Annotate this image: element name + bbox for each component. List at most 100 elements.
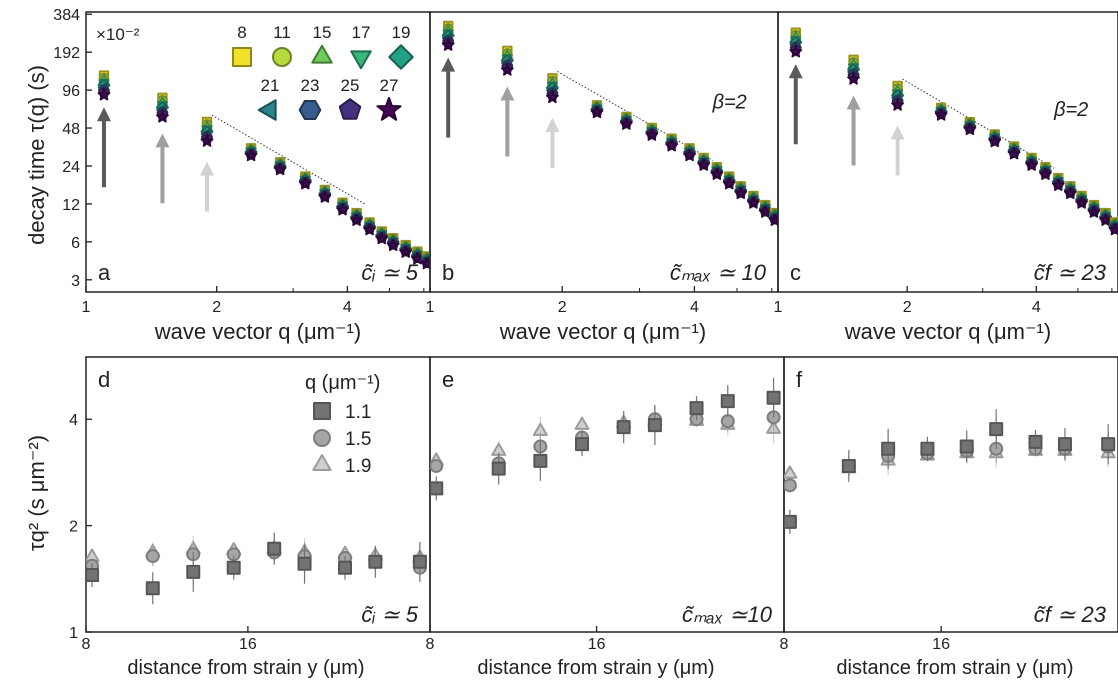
legend-top-label: 17 (352, 23, 371, 42)
data-point (1007, 147, 1021, 160)
legend-marker (313, 429, 331, 447)
scale-note: ×10⁻² (96, 25, 140, 44)
data-point (1101, 437, 1116, 452)
top-x-axis-label-c: wave vector q (μm⁻¹) (844, 319, 1051, 344)
legend-bottom-label: 1.9 (345, 456, 371, 477)
data-point (734, 186, 748, 200)
data-points (784, 409, 1116, 534)
data-point (768, 213, 778, 226)
legend-bottom-title: q (μm⁻¹) (305, 372, 380, 394)
data-point (297, 556, 312, 571)
legend-top-label: 8 (237, 23, 246, 42)
data-points (97, 70, 430, 270)
y-tick-label: 48 (62, 121, 80, 138)
legend-marker (313, 402, 331, 420)
data-point (412, 554, 427, 569)
x-tick-label: 2 (903, 299, 912, 316)
legend-top-label: 23 (301, 76, 320, 95)
data-point (722, 177, 736, 190)
data-point (590, 105, 604, 119)
bottom-x-axis-label-e: distance from strain y (μm) (477, 657, 714, 679)
data-point (689, 401, 704, 416)
top-y-axis-label: decay time τ(q) (s) (24, 65, 49, 245)
data-point (784, 514, 797, 529)
data-point (697, 158, 711, 171)
data-point (200, 134, 214, 147)
legend-bottom: 1.1 1.5 1.9 (312, 402, 371, 477)
data-point (645, 128, 659, 141)
panel-letter: b (442, 260, 454, 285)
x-tick-label: 2 (558, 299, 567, 316)
data-point (533, 453, 548, 468)
legend-marker (338, 98, 362, 120)
data-point (156, 110, 169, 123)
panel-frame (777, 11, 1118, 293)
data-point (375, 231, 389, 245)
panel-e: 8 16 e c̃ₘₐₓ ≃10 (426, 356, 785, 653)
data-point (963, 122, 977, 135)
legend-marker (272, 47, 292, 67)
data-point (920, 441, 935, 456)
data-point (988, 134, 1002, 148)
panel-annotation: c̃ᵢ ≃ 5 (361, 260, 418, 285)
panel-frame (783, 356, 1118, 633)
data-points (789, 27, 1118, 236)
x-tick-label: 16 (239, 636, 257, 653)
x-tick-label: 16 (588, 636, 606, 653)
data-point (989, 422, 1004, 437)
data-point (386, 238, 400, 252)
beta-label: β=2 (712, 92, 747, 114)
data-point (186, 564, 201, 579)
arrow-head (788, 64, 803, 79)
data-point (881, 441, 896, 456)
data-point (411, 252, 424, 265)
data-point (710, 167, 724, 180)
legend-marker (388, 44, 414, 70)
arrow-head (890, 125, 905, 140)
data-point (86, 567, 100, 582)
beta-label: β=2 (1053, 99, 1088, 121)
data-point (500, 63, 514, 76)
data-point (145, 581, 160, 596)
data-point (574, 416, 590, 430)
data-point (1108, 223, 1118, 236)
data-point (647, 418, 662, 433)
panel-annotation: c̃f ≃ 23 (1034, 602, 1107, 627)
legend-top-label: 21 (261, 76, 280, 95)
panel-letter: f (796, 367, 803, 392)
panel-c: 1 2 4 c c̃f ≃ 23 β=2 (774, 11, 1118, 316)
x-tick-label: 8 (82, 636, 91, 653)
panel-frame (429, 11, 779, 293)
data-points (430, 377, 782, 501)
data-point (847, 72, 860, 85)
legend-top-label: 11 (273, 23, 291, 42)
x-tick-label: 1 (82, 299, 91, 316)
y-tick-label: 192 (53, 45, 80, 62)
data-point (336, 203, 349, 216)
bottom-x-axis-label-f: distance from strain y (μm) (836, 657, 1073, 679)
panel-annotation: c̃ₘₐₓ ≃ 10 (670, 260, 767, 285)
legend-top-label: 19 (392, 23, 411, 42)
data-point (1087, 205, 1101, 218)
legend-marker (312, 454, 332, 471)
legend-marker (257, 99, 277, 121)
data-point (318, 190, 332, 203)
data-point (363, 223, 376, 236)
bottom-y-axis-label: τq² (s μm⁻²) (24, 435, 49, 551)
panel-frame (85, 356, 431, 633)
panel-f: 8 16 f c̃f ≃ 23 (780, 356, 1118, 653)
data-point (430, 458, 444, 473)
y-tick-label: 24 (62, 159, 80, 176)
data-point (273, 162, 287, 176)
data-point (665, 139, 679, 152)
data-point (244, 148, 258, 162)
panel-annotation: c̃ᵢ ≃ 5 (361, 602, 418, 627)
data-point (546, 90, 559, 104)
y-tick-label: 1 (69, 625, 78, 642)
data-point (298, 177, 312, 190)
data-point (575, 437, 590, 452)
panel-letter: a (98, 260, 111, 285)
data-point (1025, 158, 1039, 171)
data-point (841, 458, 856, 473)
